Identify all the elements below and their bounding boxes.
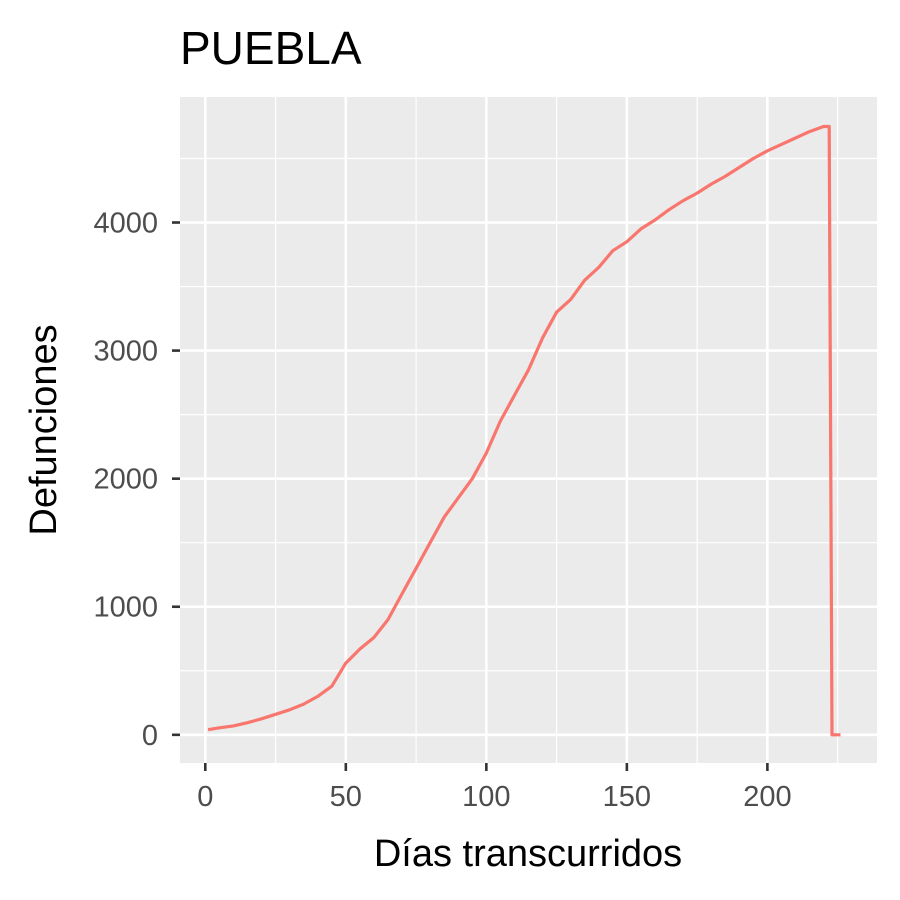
y-tick-label: 2000: [93, 464, 158, 496]
x-axis-title: Días transcurridos: [374, 833, 682, 875]
minor-gridlines: [180, 97, 877, 763]
y-axis-title: Defunciones: [23, 324, 65, 535]
y-tick-label: 1000: [93, 592, 158, 624]
y-axis: 0 1000 2000 3000 4000: [93, 208, 180, 752]
major-gridlines: [180, 97, 877, 763]
chart-title: PUEBLA: [180, 22, 362, 74]
x-tick-label: 0: [197, 781, 213, 813]
y-tick-label: 4000: [93, 208, 158, 240]
plot-panel: [180, 97, 877, 763]
series-line: [207, 124, 841, 737]
y-tick-label: 0: [142, 720, 158, 752]
series-layer: [207, 124, 841, 737]
x-tick-label: 50: [330, 781, 362, 813]
x-axis: 0 50 100 150 200: [197, 763, 792, 813]
y-tick-label: 3000: [93, 336, 158, 368]
x-tick-label: 100: [462, 781, 510, 813]
x-tick-label: 200: [743, 781, 791, 813]
x-tick-label: 150: [603, 781, 651, 813]
